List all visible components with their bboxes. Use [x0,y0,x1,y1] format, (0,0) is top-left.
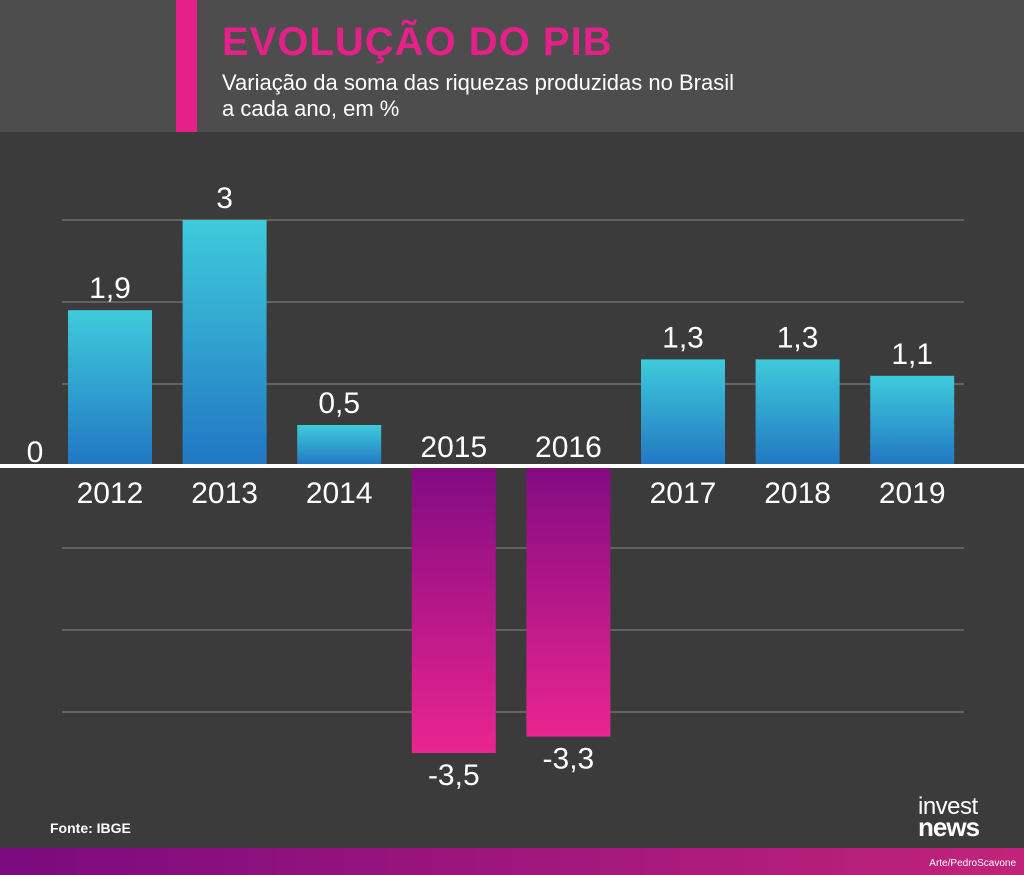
chart-title: EVOLUÇÃO DO PIB [222,20,613,64]
art-credit: Arte/PedroScavone [929,858,1016,869]
value-label-2015: -3,5 [428,759,480,792]
value-label-2018: 1,3 [777,321,819,354]
header [0,0,1024,132]
value-label-2013: 3 [216,182,233,215]
category-label-2012: 2012 [77,477,144,510]
bar-2012 [68,310,152,466]
bar-2019 [870,375,955,466]
value-label-2019: 1,1 [891,338,933,371]
bar-2018 [755,359,840,466]
labels: 1,9 2012 3 2013 0,5 2014 -3,5 2015 -3,3 2016 1,3 20… [77,182,946,792]
bars [68,220,955,753]
bar-2017 [641,359,725,466]
category-label-2014: 2014 [306,477,373,510]
bar-2013 [182,220,267,466]
subtitle-line-1: Variação da soma das riquezas produzidas… [222,70,734,95]
bar-2015 [411,466,496,753]
subtitle-line-2: a cada ano, em % [222,96,400,121]
category-label-2015: 2015 [420,431,487,464]
investnews-logo: invest news [918,793,1018,842]
source-note: Fonte: IBGE [50,820,131,836]
category-label-2018: 2018 [764,477,831,510]
logo-line-2: news [918,812,980,842]
bar-2014 [297,425,382,466]
category-label-2013: 2013 [191,477,258,510]
chart-subtitle: Variação da soma das riquezas produzidas… [222,70,922,122]
category-label-2017: 2017 [650,477,717,510]
value-label-2016: -3,3 [543,743,595,776]
logo-line-1: invest [918,793,978,820]
bar-2016 [526,466,611,737]
value-label-2017: 1,3 [662,321,704,354]
value-label-2014: 0,5 [318,387,360,420]
zero-label: 0 [27,436,44,469]
footer-bar [0,848,1024,875]
category-label-2016: 2016 [535,431,602,464]
value-label-2012: 1,9 [89,272,131,305]
category-label-2019: 2019 [879,477,946,510]
header-accent-bar [176,0,197,132]
